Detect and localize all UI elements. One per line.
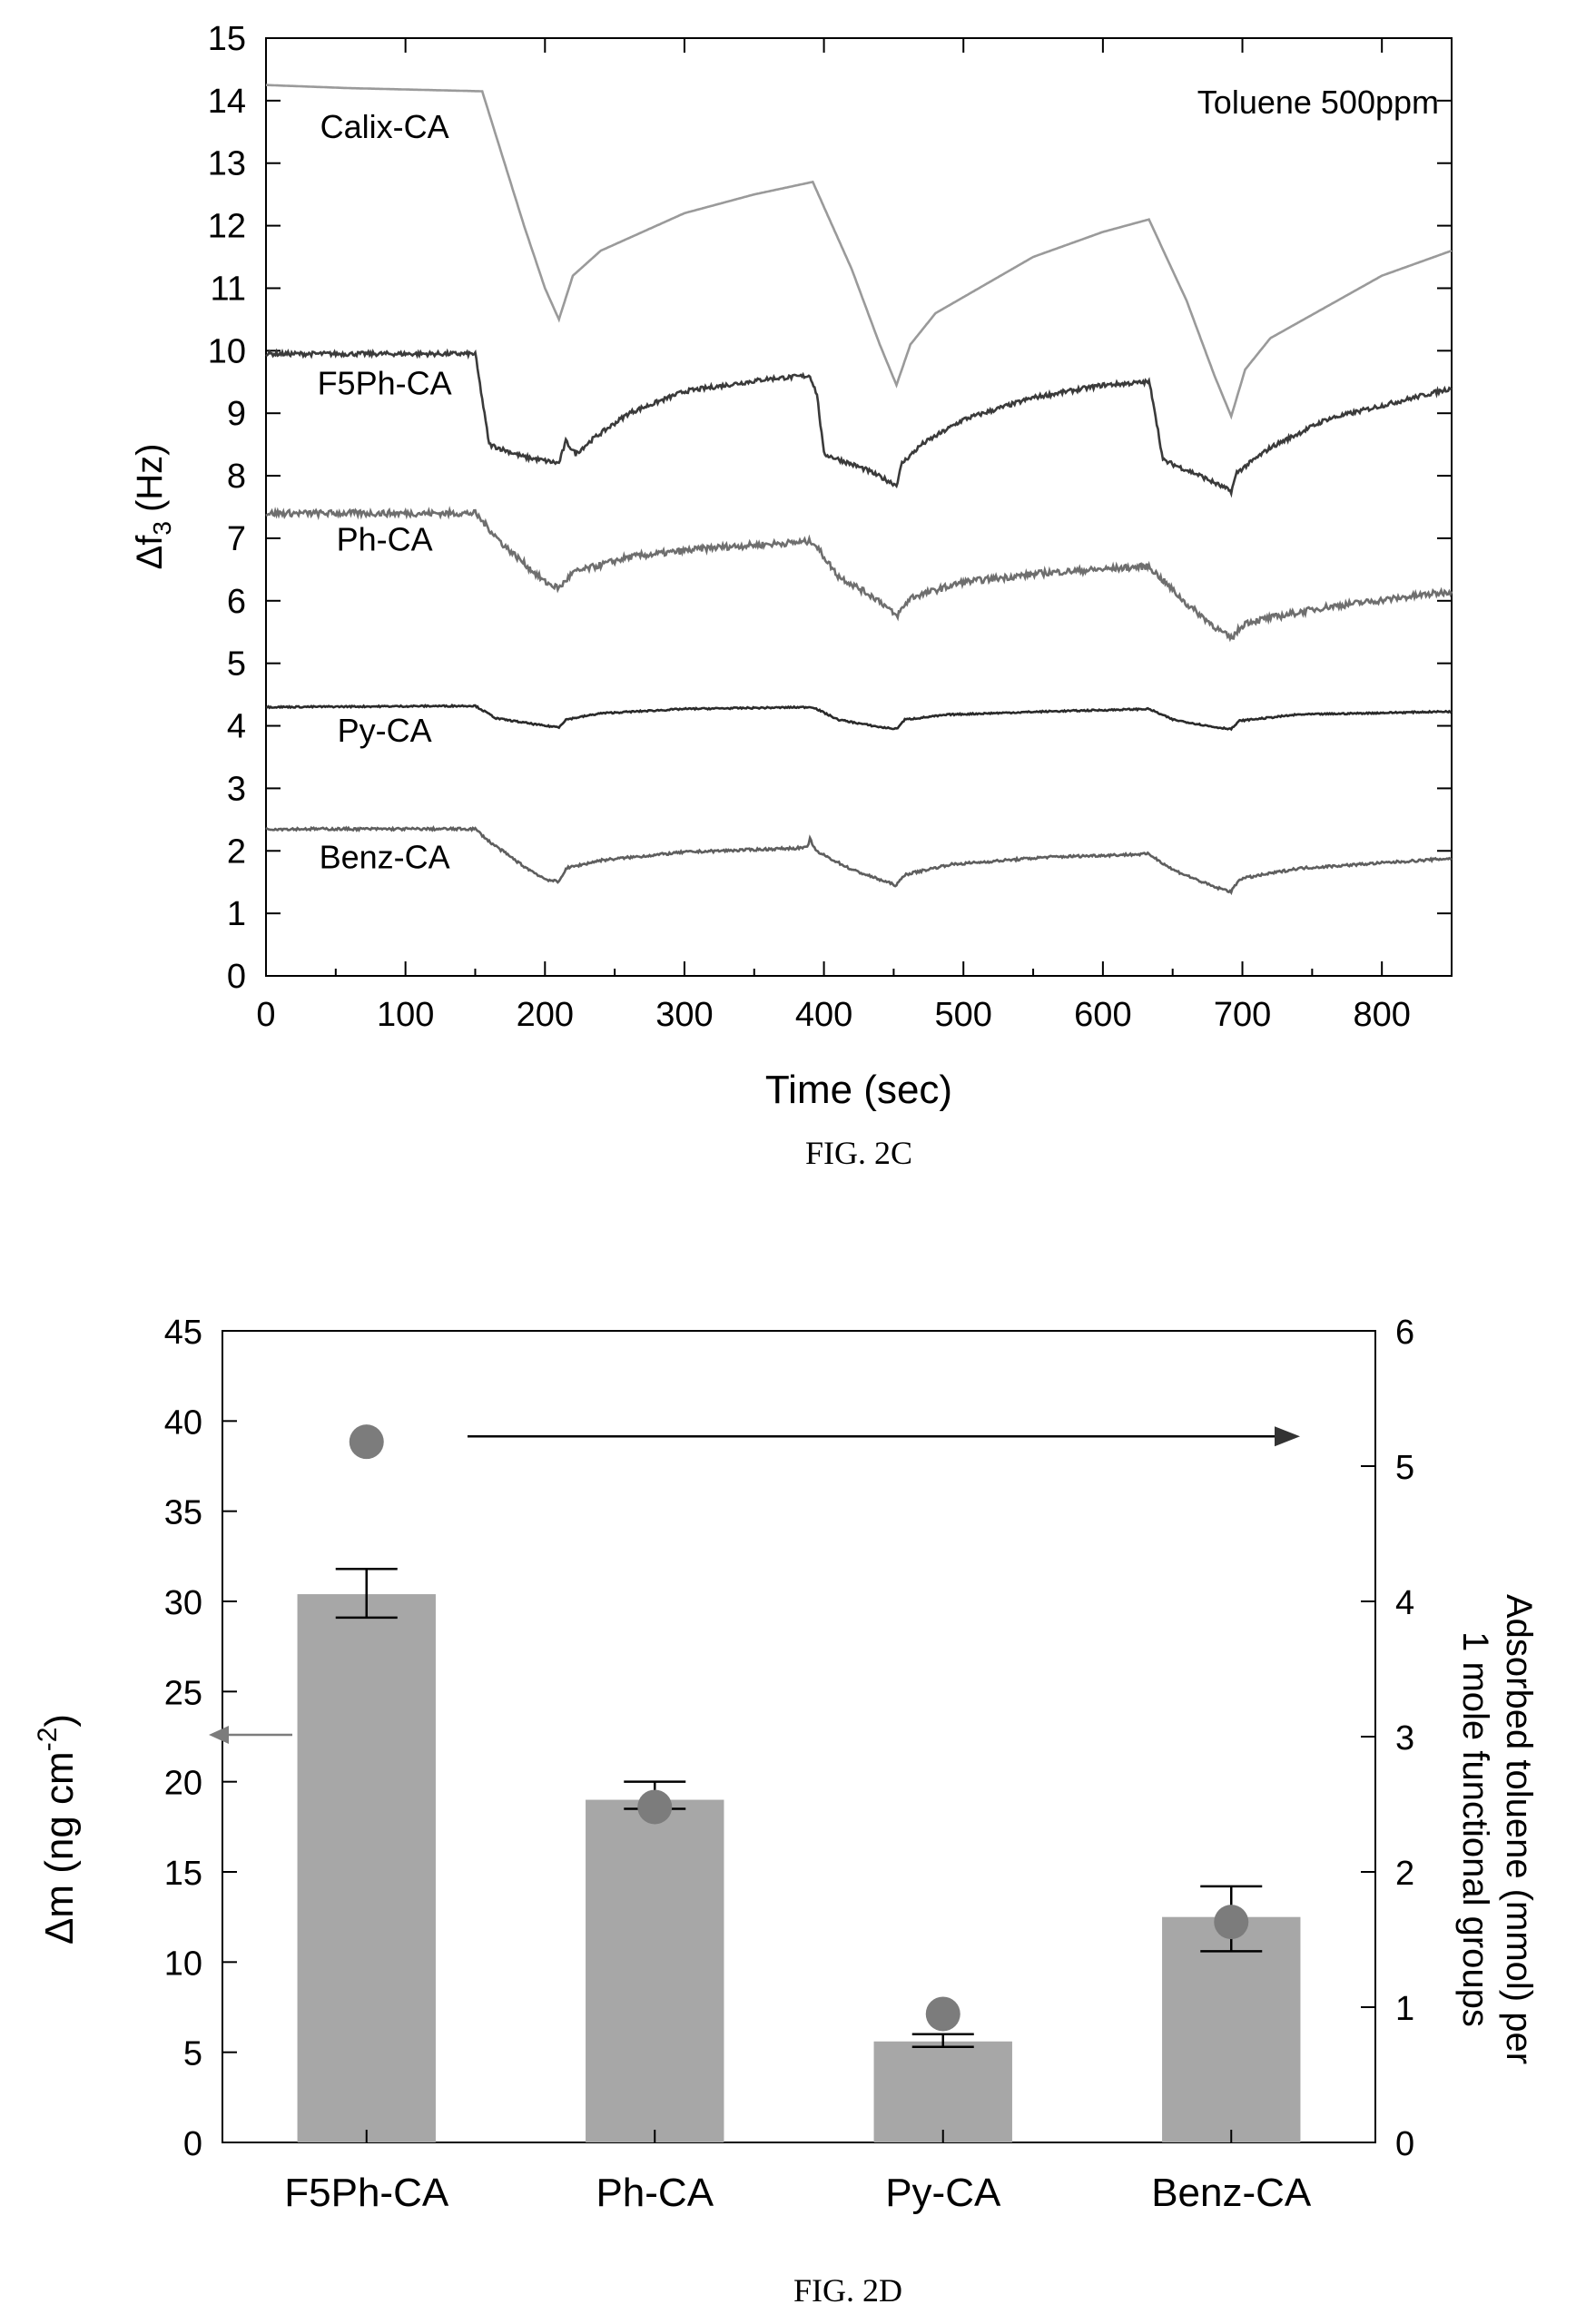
y-right-tick-label-2d: 4 [1395, 1584, 1414, 1622]
ticks-2c: 0 100 200 300 400 500 600 700 800012345678910111… [208, 20, 1452, 1034]
series-group-2c [265, 84, 1453, 896]
y-left-tick-label-2d: 20 [164, 1765, 202, 1803]
y-axis-label-2c: Δf3 (Hz) [130, 444, 176, 570]
y-left-tick-label-2d: 25 [164, 1674, 202, 1712]
series-labels-2c: Calix-CA F5Ph-CA Ph-CA Py-CA Benz-CA [318, 108, 452, 875]
y-tick-label-2c: 3 [227, 770, 246, 808]
y-left-end: ) [37, 1714, 82, 1728]
y-tick-label-2c: 4 [227, 708, 246, 746]
chart-2c: 0 100 200 300 400 500 600 700 800012345678910111… [130, 20, 1453, 1171]
series-line-Py-CA [265, 703, 1453, 732]
series-label-F5Ph-CA: F5Ph-CA [318, 365, 452, 402]
y-left-tick-label-2d: 5 [183, 2035, 202, 2073]
y-left-tick-label-2d: 10 [164, 1945, 202, 1983]
y-right-tick-label-2d: 2 [1395, 1855, 1414, 1893]
caption-2c: FIG. 2C [805, 1135, 912, 1171]
y-tick-label-2c: 5 [227, 645, 246, 684]
x-tick-label-2c: 600 [1074, 996, 1131, 1034]
y-left-main: Δm (ng cm [37, 1751, 82, 1945]
arrows-2d [209, 1426, 1300, 1745]
y-label-main: Δf [130, 535, 170, 570]
x-tick-label-2d: Benz-CA [1151, 2171, 1312, 2215]
svg-text:Δf3(Hz): Δf3 (Hz) [130, 444, 176, 570]
y-tick-label-2c: 7 [227, 520, 246, 558]
svg-text:Δm (ng cm-2): Δm (ng cm-2) [33, 1714, 82, 1945]
y-tick-label-2c: 12 [208, 208, 246, 246]
y-left-sup: -2 [33, 1728, 63, 1752]
y-left-tick-label-2d: 0 [183, 2125, 202, 2163]
series-line-Benz-CA [265, 824, 1453, 896]
y-left-tick-label-2d: 45 [164, 1314, 202, 1352]
y-left-tick-label-2d: 30 [164, 1584, 202, 1622]
series-label-Benz-CA: Benz-CA [320, 839, 450, 876]
bar-Benz-CA [1162, 1916, 1301, 2142]
y-right-tick-label-2d: 5 [1395, 1449, 1414, 1487]
y-tick-label-2c: 10 [208, 332, 246, 370]
y-tick-label-2c: 6 [227, 583, 246, 621]
y-tick-label-2c: 9 [227, 395, 246, 433]
series-label-Py-CA: Py-CA [338, 712, 432, 749]
series-label-Ph-CA: Ph-CA [337, 521, 433, 558]
x-tick-label-2d: Ph-CA [596, 2171, 714, 2215]
bar-Ph-CA [586, 1799, 724, 2142]
y-tick-label-2c: 15 [208, 20, 246, 58]
dot-Ph-CA [637, 1789, 673, 1825]
y-label-sub: 3 [148, 521, 176, 536]
y-right-line1: Adsorbed toluene (mmol) per [1499, 1594, 1539, 2064]
x-tick-label-2c: 100 [377, 996, 434, 1034]
arrow-right-head [1275, 1426, 1300, 1447]
x-tick-label-2c: 400 [795, 996, 852, 1034]
y-left-tick-label-2d: 40 [164, 1403, 202, 1442]
y-tick-label-2c: 0 [227, 958, 246, 996]
dot-Benz-CA [1214, 1905, 1249, 1940]
y-left-tick-label-2d: 15 [164, 1855, 202, 1893]
series-line-Calix-CA [266, 84, 1453, 420]
y-axis-right-label-2d: Adsorbed toluene (mmol) per 1 mole funct… [1455, 1594, 1539, 2064]
x-tick-label-2d: Py-CA [885, 2171, 1001, 2215]
bar-Py-CA [873, 2041, 1012, 2142]
x-tick-label-2c: 700 [1214, 996, 1271, 1034]
y-tick-label-2c: 11 [211, 270, 246, 308]
dots-group-2d [349, 1424, 1249, 2032]
series-label-Calix-CA: Calix-CA [320, 108, 449, 145]
x-tick-label-2d: F5Ph-CA [284, 2171, 449, 2215]
x-tick-label-2c: 300 [655, 996, 713, 1034]
y-tick-label-2c: 1 [227, 895, 246, 933]
plot-frame-2c [265, 37, 1453, 977]
x-tick-label-2c: 0 [256, 996, 275, 1034]
x-tick-label-2c: 800 [1353, 996, 1410, 1034]
y-tick-label-2c: 13 [208, 145, 246, 183]
y-tick-label-2c: 2 [227, 832, 246, 871]
caption-2d: FIG. 2D [793, 2272, 902, 2309]
y-tick-label-2c: 8 [227, 458, 246, 496]
y-right-tick-label-2d: 3 [1395, 1719, 1414, 1758]
y-tick-label-2c: 14 [208, 83, 246, 121]
dot-F5Ph-CA [349, 1424, 384, 1460]
series-line-Ph-CA [265, 506, 1453, 643]
y-axis-left-label-2d: Δm (ng cm-2) [33, 1714, 82, 1945]
annotation-2c: Toluene 500ppm [1197, 84, 1439, 121]
x-axis-label-2c: Time (sec) [765, 1068, 952, 1112]
y-left-tick-label-2d: 35 [164, 1494, 202, 1532]
y-right-tick-label-2d: 1 [1395, 1990, 1414, 2028]
dot-Py-CA [925, 1996, 960, 2032]
x-tick-label-2c: 200 [517, 996, 574, 1034]
series-line-F5Ph-CA [265, 348, 1453, 498]
bar-F5Ph-CA [297, 1594, 436, 2142]
y-right-line2: 1 mole functional groups [1455, 1631, 1495, 2027]
y-right-tick-label-2d: 0 [1395, 2125, 1414, 2163]
x-tick-label-2c: 500 [935, 996, 992, 1034]
arrow-left-head [209, 1726, 229, 1745]
y-right-tick-label-2d: 6 [1395, 1314, 1414, 1352]
y-label-unit: (Hz) [130, 444, 170, 513]
bars-group-2d [297, 1567, 1301, 2142]
